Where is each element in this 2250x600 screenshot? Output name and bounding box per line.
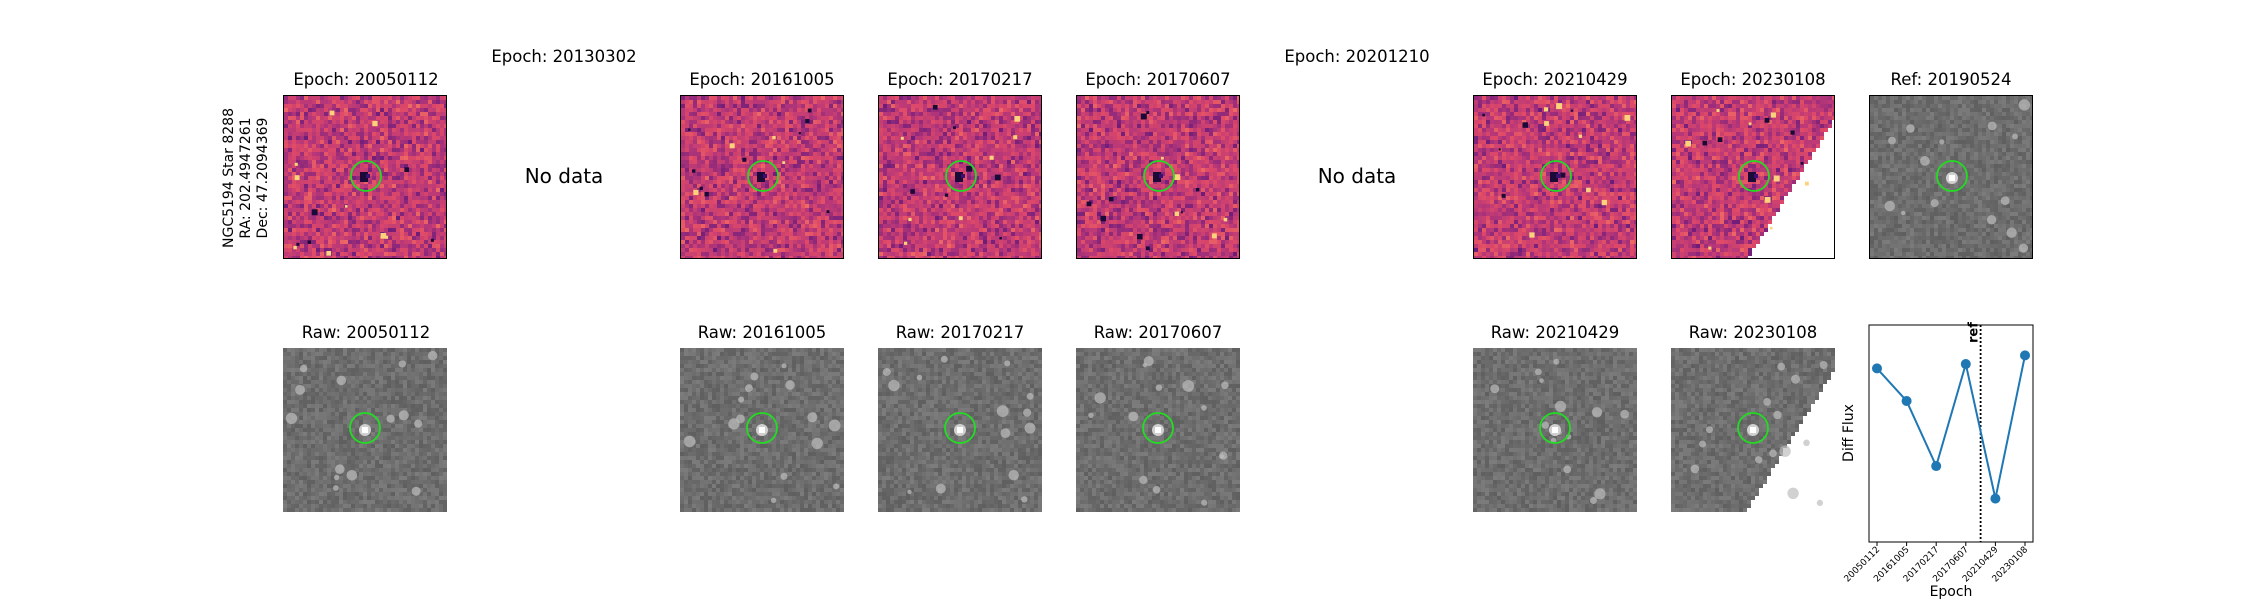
diff-title-8: Epoch: 20230108 [1680,70,1825,89]
raw-image-20210429 [1473,348,1637,512]
raw-title-2: Raw: 20161005 [698,323,827,342]
diff-flux-point-20230108 [2020,350,2030,361]
ref-image-20190524 [1869,95,2033,259]
diff-image-20230108 [1671,95,1835,259]
ref-title: Ref: 20190524 [1891,70,2012,89]
diff-image-20050112 [283,95,447,259]
light-curve-frame [1868,324,2034,543]
diff-flux-point-20050112 [1872,363,1882,374]
raw-title-3: Raw: 20170217 [896,323,1025,342]
raw-title-1: Raw: 20050112 [302,323,431,342]
raw-image-20170607 [1076,348,1240,512]
raw-image-20161005 [680,348,844,512]
diff-image-20170217 [878,95,1042,259]
nodata-label-20201210: No data [1318,164,1397,188]
diff-flux-point-20170217 [1931,461,1942,472]
diff-flux-series-line [1876,355,2026,499]
diff-title-5: Epoch: 20170607 [1085,70,1230,89]
diff-title-4: Epoch: 20170217 [887,70,1032,89]
diff-image-20161005 [680,95,844,259]
diff-flux-point-20161005 [1901,395,1912,406]
raw-title-5: Raw: 20210429 [1491,323,1620,342]
diff-image-20210429 [1473,95,1637,259]
raw-title-6: Raw: 20230108 [1689,323,1818,342]
diff-image-20170607 [1076,95,1240,259]
raw-image-20230108 [1671,348,1835,512]
ref-line-label: ref [1967,322,1982,343]
diff-title-7: Epoch: 20210429 [1482,70,1627,89]
nodata-label-20130302: No data [525,164,604,188]
diff-title-3: Epoch: 20161005 [689,70,834,89]
diff-title-6: Epoch: 20201210 [1284,47,1429,66]
star-ra: RA: 202.4947261 [238,108,255,248]
raw-title-4: Raw: 20170607 [1094,323,1223,342]
diff-title-2: Epoch: 20130302 [491,47,636,66]
star-dec: Dec: 47.2094369 [255,108,272,248]
light-curve-chart: Diff Flux Epoch ref200501122016100520170… [1841,322,2034,600]
star-name: NGC5194 Star 8288 [221,108,238,248]
raw-image-20170217 [878,348,1042,512]
light-curve-xlabel: Epoch [1930,584,1973,600]
diff-flux-point-20210429 [1990,493,2001,504]
light-curve-content: ref2005011220161005201702172017060720210… [1843,322,2031,585]
diff-title-1: Epoch: 20050112 [293,70,438,89]
diff-flux-point-20170607 [1960,359,1971,370]
raw-image-20050112 [283,348,447,512]
light-curve-ylabel: Diff Flux [1841,404,1857,462]
